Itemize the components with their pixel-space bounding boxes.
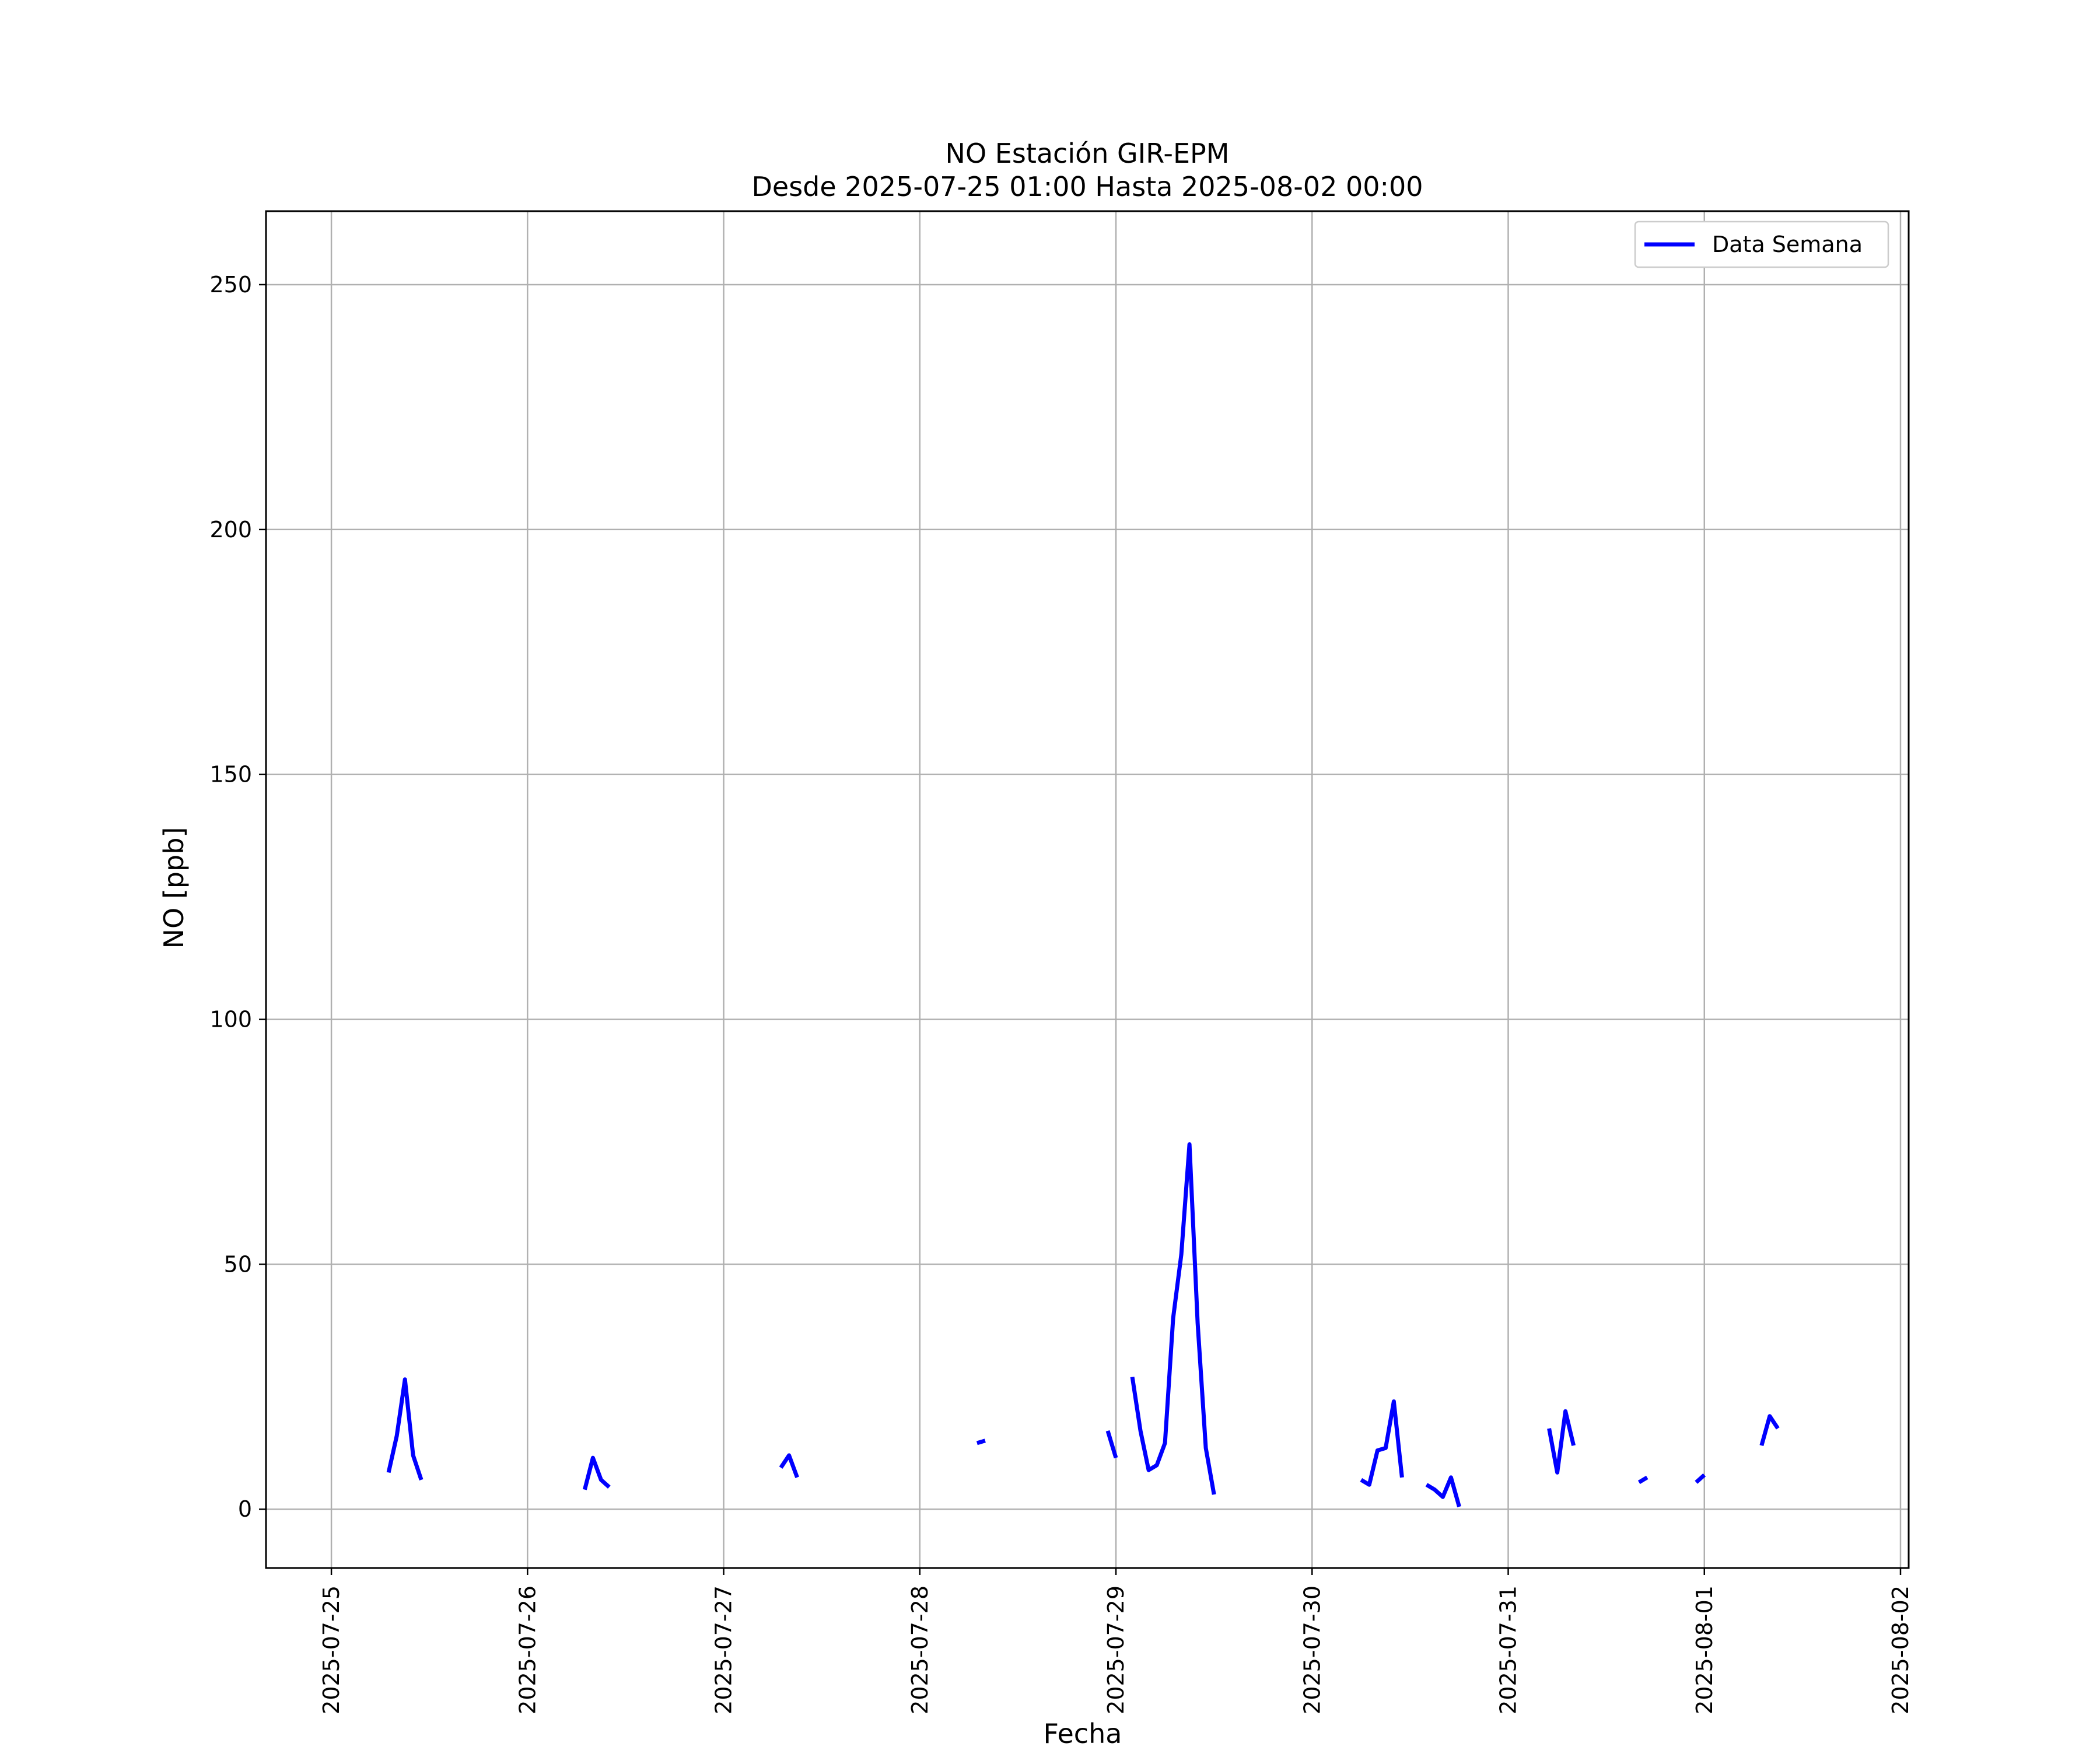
y-tick-label: 200 xyxy=(209,517,252,542)
x-tick-label: 2025-07-29 xyxy=(1103,1586,1129,1714)
series-line-segment xyxy=(1360,1399,1404,1487)
series-line-segment xyxy=(1105,1430,1118,1459)
x-tick-label: 2025-07-25 xyxy=(318,1586,344,1714)
grid xyxy=(266,211,1909,1568)
y-tick-label: 250 xyxy=(209,272,252,298)
x-axis-label: Fecha xyxy=(1044,1718,1122,1749)
chart-title-line-1: NO Estación GIR-EPM xyxy=(946,138,1230,169)
x-tick-label: 2025-08-01 xyxy=(1692,1586,1717,1714)
y-tick-label: 0 xyxy=(238,1496,252,1522)
x-tick-label: 2025-07-26 xyxy=(514,1586,540,1714)
x-tick-label: 2025-07-28 xyxy=(907,1586,933,1714)
x-tick-label: 2025-08-02 xyxy=(1888,1586,1913,1714)
legend: Data Semana xyxy=(1634,220,1889,268)
y-tick-label: 50 xyxy=(224,1251,252,1277)
series-data-semana xyxy=(386,1142,1780,1507)
series-line-segment xyxy=(1637,1475,1648,1485)
axis-ticks: 0 50 100 150 200 250 2025-07-25 2025-07-26 2025-… xyxy=(209,272,1913,1714)
series-line-segment xyxy=(583,1455,611,1490)
series-line-segment xyxy=(1759,1414,1780,1447)
legend-box xyxy=(1634,220,1889,268)
plot-frame xyxy=(265,210,1910,1569)
x-tick-label: 2025-07-30 xyxy=(1299,1586,1325,1714)
x-tick-label: 2025-07-27 xyxy=(711,1586,737,1714)
y-tick-label: 100 xyxy=(209,1007,252,1032)
legend-label-data-semana: Data Semana xyxy=(1712,232,1863,257)
y-axis-label: NO [ppb] xyxy=(158,827,190,949)
series-line-segment xyxy=(1547,1409,1576,1475)
chart-title-line-2: Desde 2025-07-25 01:00 Hasta 2025-08-02 … xyxy=(751,171,1423,202)
series-line-segment xyxy=(976,1438,986,1446)
x-tick-label: 2025-07-31 xyxy=(1496,1586,1521,1714)
series-line-segment xyxy=(1695,1473,1706,1484)
series-line-segment xyxy=(1425,1475,1461,1507)
series-line-segment xyxy=(386,1377,424,1481)
y-tick-label: 150 xyxy=(209,762,252,788)
series-line-segment xyxy=(1130,1142,1216,1495)
series-line-segment xyxy=(779,1453,799,1478)
